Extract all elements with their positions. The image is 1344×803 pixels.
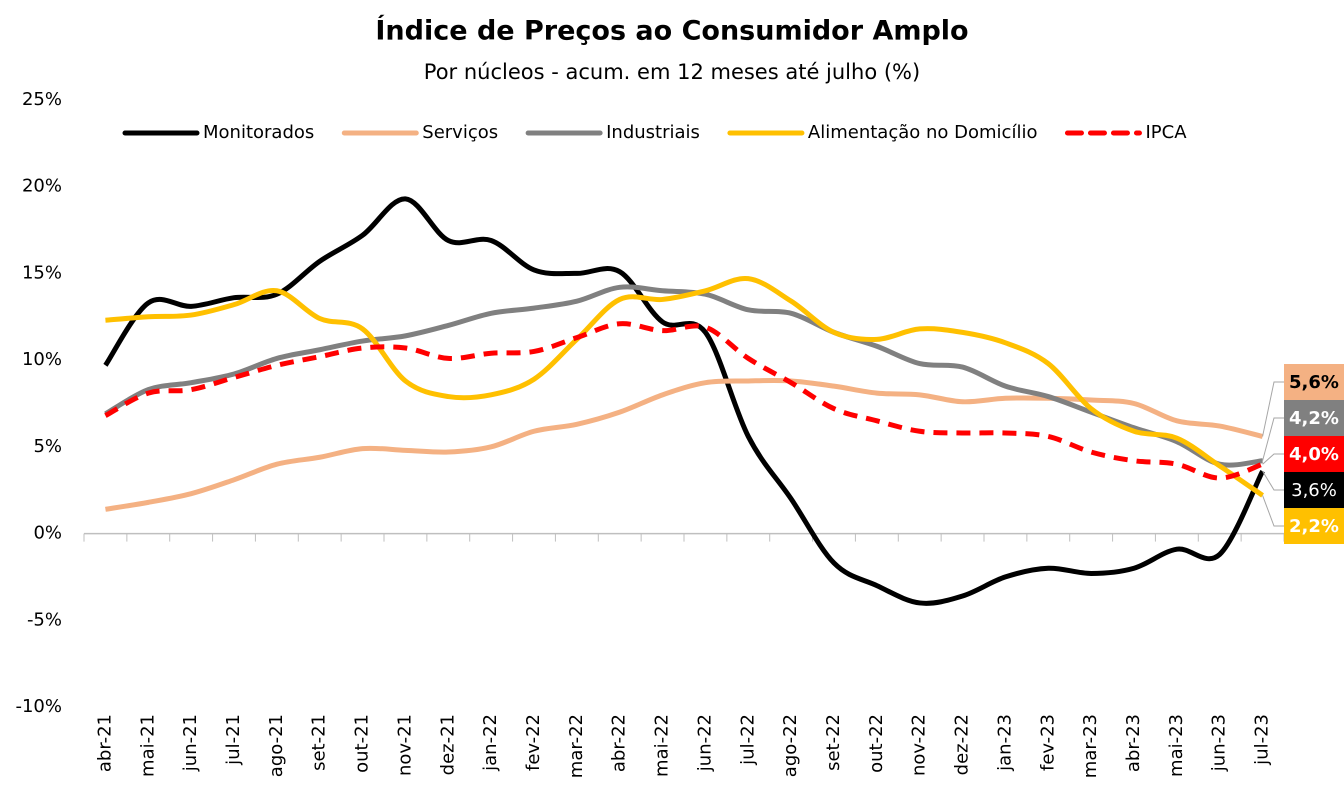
- label-box: [1284, 436, 1344, 472]
- chart-subtitle: Por núcleos - acum. em 12 meses até julh…: [424, 60, 920, 84]
- x-tick-label: mai-21: [137, 714, 158, 777]
- y-tick-label: 25%: [22, 89, 62, 110]
- x-tick-label: jul-22: [737, 714, 758, 766]
- x-tick-label: mar-23: [1080, 714, 1101, 778]
- x-tick-label: jun-23: [1209, 714, 1230, 772]
- x-tick-label: jul-21: [223, 714, 244, 766]
- label-box: [1284, 472, 1344, 508]
- y-tick-label: -10%: [15, 696, 62, 717]
- y-tick-label: 10%: [22, 349, 62, 370]
- x-tick-label: dez-22: [952, 714, 973, 775]
- x-tick-label: ago-21: [266, 714, 287, 777]
- x-tick-label: ago-22: [780, 714, 801, 777]
- x-tick-label: fev-22: [523, 714, 544, 771]
- y-tick-label: 0%: [33, 523, 62, 544]
- legend-label: Serviços: [422, 122, 498, 143]
- x-tick-label: jan-23: [994, 714, 1015, 772]
- y-tick-label: 20%: [22, 176, 62, 197]
- label-connector: [1262, 381, 1284, 437]
- data-label: 2,2%: [1289, 516, 1339, 537]
- x-tick-label: mai-22: [652, 714, 673, 777]
- legend-label: IPCA: [1145, 122, 1187, 143]
- legend-label: Monitorados: [203, 122, 314, 143]
- x-tick-label: mar-22: [566, 714, 587, 778]
- x-tick-label: abr-21: [94, 714, 115, 772]
- label-connector: [1262, 495, 1284, 527]
- label-connector: [1262, 470, 1284, 491]
- label-box: [1284, 364, 1344, 400]
- x-tick-label: jan-22: [480, 714, 501, 772]
- x-tick-label: fev-23: [1037, 714, 1058, 771]
- x-tick-label: mai-23: [1166, 714, 1187, 777]
- label-box: [1284, 508, 1344, 544]
- y-tick-label: 5%: [33, 436, 62, 457]
- legend-label: Alimentação no Domicílio: [808, 122, 1038, 143]
- data-label: 5,6%: [1289, 372, 1339, 393]
- y-tick-label: -5%: [27, 609, 62, 630]
- x-tick-label: out-22: [866, 714, 887, 773]
- x-tick-label: set-22: [823, 714, 844, 771]
- legend-label: Industriais: [606, 122, 700, 143]
- label-box: [1284, 400, 1344, 436]
- chart-title: Índice de Preços ao Consumidor Amplo: [375, 15, 968, 47]
- x-tick-label: dez-21: [437, 714, 458, 775]
- x-tick-label: abr-23: [1123, 714, 1144, 772]
- x-tick-label: out-21: [352, 714, 373, 773]
- x-tick-label: abr-22: [609, 714, 630, 772]
- line-series: [105, 377, 1264, 512]
- label-connector: [1262, 417, 1284, 461]
- x-tick-label: nov-22: [909, 714, 930, 776]
- x-tick-label: set-21: [309, 714, 330, 771]
- data-label: 4,0%: [1289, 444, 1339, 465]
- label-connector: [1262, 453, 1284, 465]
- line-series: [104, 284, 1263, 468]
- y-tick-label: 15%: [22, 262, 62, 283]
- line-series: [105, 276, 1264, 498]
- x-tick-label: jul-23: [1252, 714, 1273, 766]
- x-tick-label: nov-21: [394, 714, 415, 776]
- x-tick-label: jun-22: [694, 714, 715, 772]
- data-label: 4,2%: [1289, 408, 1339, 429]
- data-label: 3,6%: [1291, 480, 1337, 501]
- x-tick-label: jun-21: [180, 714, 201, 772]
